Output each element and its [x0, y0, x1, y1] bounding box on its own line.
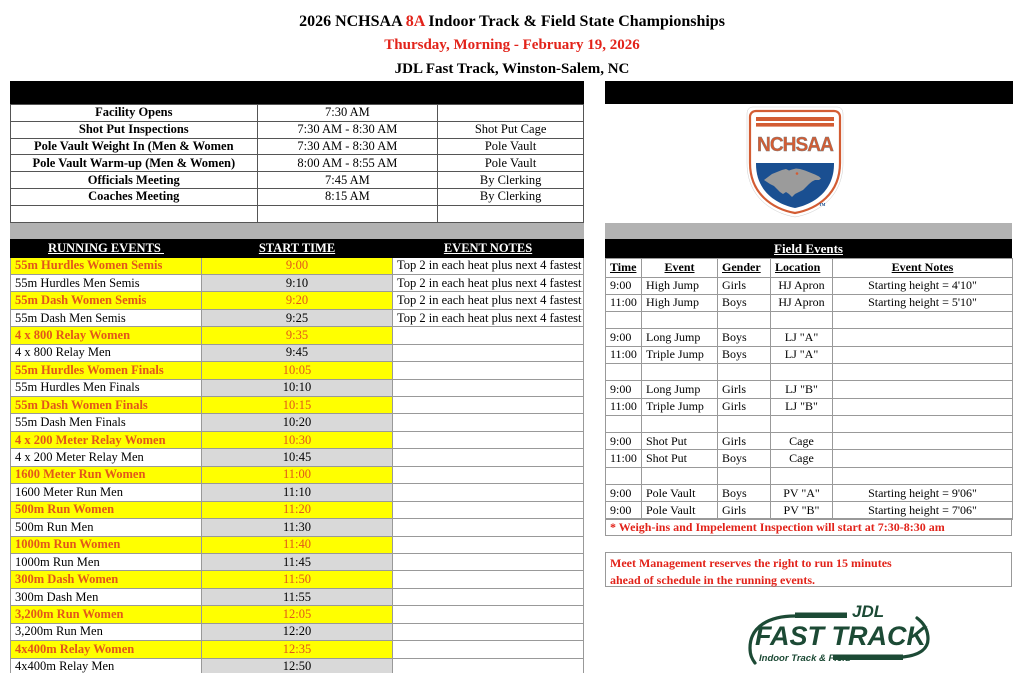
svg-text:JDL: JDL	[852, 602, 884, 621]
svg-text:FAST TRACK: FAST TRACK	[755, 621, 928, 651]
svg-text:Indoor Track & Field: Indoor Track & Field	[759, 653, 851, 664]
svg-text:TM: TM	[819, 202, 826, 207]
svg-text:NCHSAA: NCHSAA	[757, 134, 834, 156]
